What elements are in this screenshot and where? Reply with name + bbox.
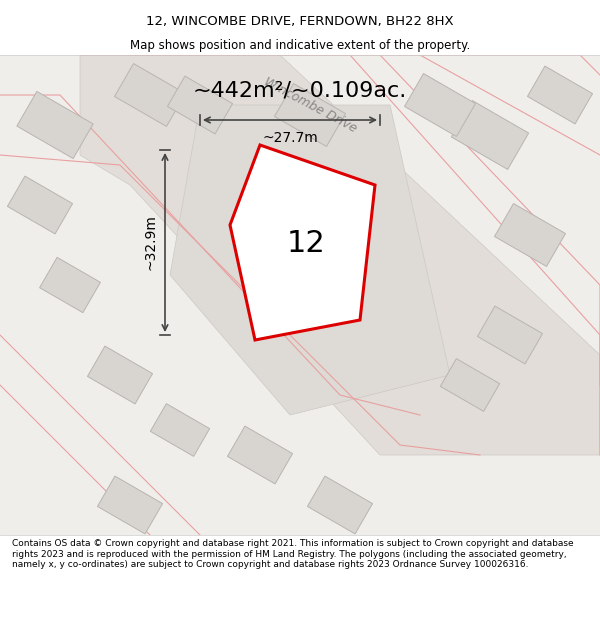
Polygon shape	[170, 105, 450, 415]
Text: Map shows position and indicative extent of the property.: Map shows position and indicative extent…	[130, 39, 470, 51]
Polygon shape	[115, 64, 185, 126]
Polygon shape	[7, 176, 73, 234]
Polygon shape	[440, 359, 500, 411]
Polygon shape	[494, 204, 565, 266]
Text: ~32.9m: ~32.9m	[144, 214, 158, 271]
Polygon shape	[451, 101, 529, 169]
Polygon shape	[167, 76, 233, 134]
Polygon shape	[227, 426, 293, 484]
Polygon shape	[88, 346, 152, 404]
Text: 12, WINCOMBE DRIVE, FERNDOWN, BH22 8HX: 12, WINCOMBE DRIVE, FERNDOWN, BH22 8HX	[146, 16, 454, 28]
Text: Wincombe Drive: Wincombe Drive	[262, 75, 359, 135]
Polygon shape	[80, 55, 600, 455]
Polygon shape	[478, 306, 542, 364]
Polygon shape	[17, 91, 93, 159]
Text: ~27.7m: ~27.7m	[262, 131, 318, 145]
Polygon shape	[230, 145, 375, 340]
Polygon shape	[151, 404, 209, 456]
Text: ~442m²/~0.109ac.: ~442m²/~0.109ac.	[193, 80, 407, 100]
Text: 12: 12	[287, 229, 325, 258]
Polygon shape	[527, 66, 593, 124]
Polygon shape	[404, 74, 475, 136]
Text: Contains OS data © Crown copyright and database right 2021. This information is : Contains OS data © Crown copyright and d…	[12, 539, 574, 569]
Polygon shape	[97, 476, 163, 534]
Polygon shape	[275, 84, 346, 146]
Polygon shape	[307, 476, 373, 534]
Polygon shape	[40, 258, 100, 312]
